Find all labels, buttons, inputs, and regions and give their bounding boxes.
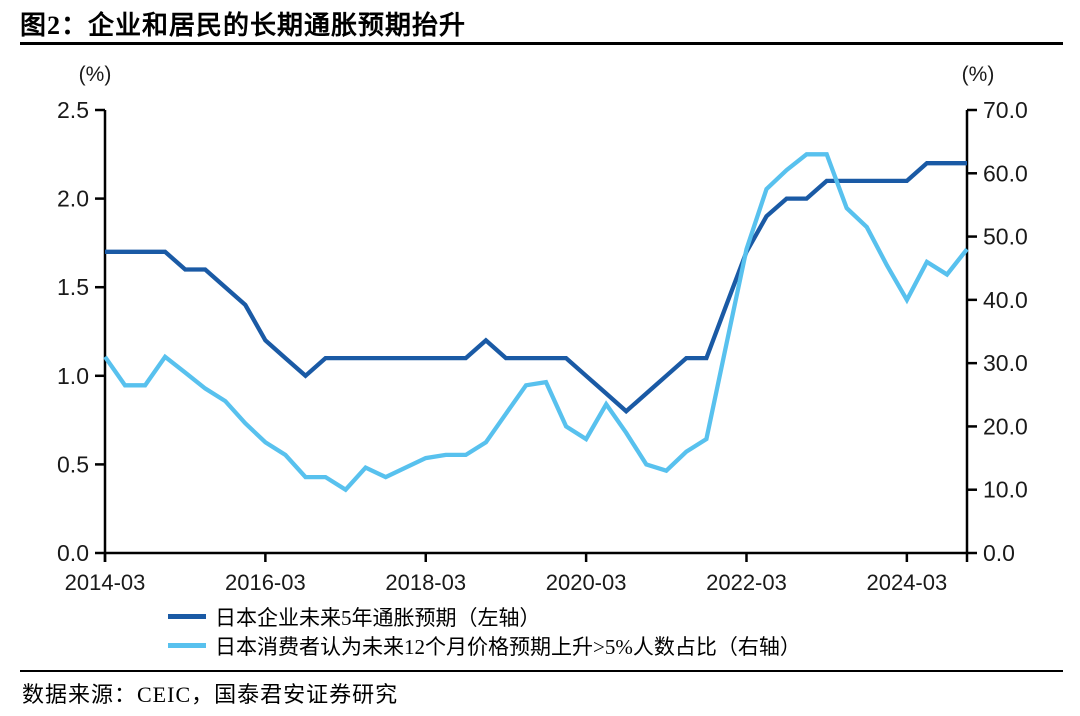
svg-text:2016-03: 2016-03 — [225, 570, 306, 595]
svg-text:0.0: 0.0 — [57, 540, 89, 566]
svg-text:2020-03: 2020-03 — [546, 570, 627, 595]
svg-text:70.0: 70.0 — [983, 97, 1028, 123]
svg-text:0.0: 0.0 — [983, 540, 1015, 566]
svg-text:(%): (%) — [962, 63, 995, 86]
enterprise-line-swatch — [168, 614, 206, 619]
chart-legend: 日本企业未来5年通胀预期（左轴） 日本消费者认为未来12个月价格预期上升>5%人… — [168, 604, 801, 659]
svg-text:50.0: 50.0 — [983, 224, 1028, 250]
svg-text:2018-03: 2018-03 — [385, 570, 466, 595]
svg-text:20.0: 20.0 — [983, 413, 1028, 439]
legend-item-consumer: 日本消费者认为未来12个月价格预期上升>5%人数占比（右轴） — [168, 633, 801, 659]
footer-rule — [20, 670, 1063, 672]
svg-text:2.5: 2.5 — [57, 97, 89, 123]
title-underline — [20, 42, 1063, 45]
svg-text:1.0: 1.0 — [57, 363, 89, 389]
svg-text:1.5: 1.5 — [57, 274, 89, 300]
legend-item-enterprise: 日本企业未来5年通胀预期（左轴） — [168, 604, 801, 630]
chart-area: 2.5 2.0 1.5 1.0 0.5 0.0 70.0 60.0 50.0 40.0 30.0 20… — [0, 48, 1080, 606]
svg-text:30.0: 30.0 — [983, 350, 1028, 376]
svg-text:0.5: 0.5 — [57, 451, 89, 477]
svg-text:10.0: 10.0 — [983, 477, 1028, 503]
consumer-line-swatch — [168, 643, 206, 648]
svg-text:2022-03: 2022-03 — [706, 570, 787, 595]
figure-title: 图2：企业和居民的长期通胀预期抬升 — [20, 11, 467, 40]
svg-text:2.0: 2.0 — [57, 186, 89, 212]
svg-text:60.0: 60.0 — [983, 160, 1028, 186]
svg-text:40.0: 40.0 — [983, 287, 1028, 313]
svg-text:(%): (%) — [79, 63, 112, 86]
svg-text:2014-03: 2014-03 — [65, 570, 146, 595]
legend-label-enterprise: 日本企业未来5年通胀预期（左轴） — [215, 605, 541, 630]
dual-axis-line-chart: 2.5 2.0 1.5 1.0 0.5 0.0 70.0 60.0 50.0 40.0 30.0 20… — [57, 63, 1028, 595]
data-source-note: 数据来源：CEIC，国泰君安证券研究 — [22, 682, 399, 707]
legend-label-consumer: 日本消费者认为未来12个月价格预期上升>5%人数占比（右轴） — [215, 634, 801, 659]
svg-text:2024-03: 2024-03 — [866, 570, 947, 595]
